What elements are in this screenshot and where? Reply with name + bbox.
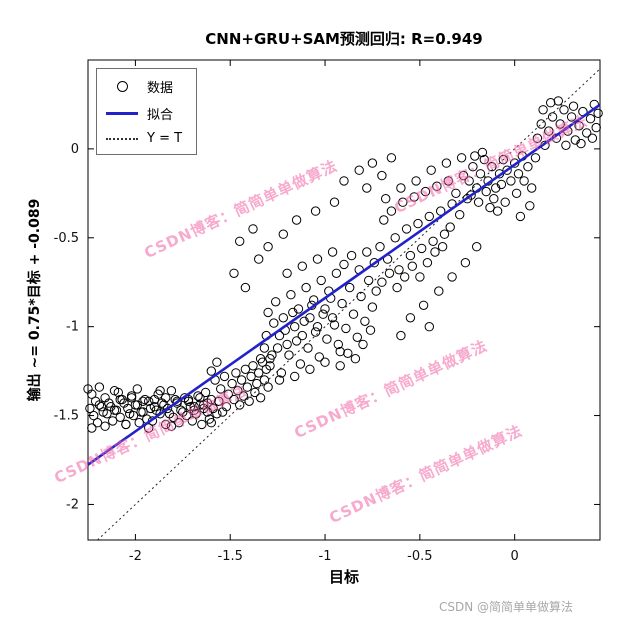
x-axis-label: 目标 xyxy=(328,568,359,586)
y-axis-label: 输出 ~= 0.75*目标 + -0.089 xyxy=(27,198,43,402)
legend-label-identity: Y = T xyxy=(147,131,183,146)
legend-item-data: 数据 xyxy=(106,77,182,96)
svg-text:-1: -1 xyxy=(319,549,332,564)
svg-text:-1.5: -1.5 xyxy=(54,409,79,424)
svg-text:0: 0 xyxy=(511,549,519,564)
legend-label-fit: 拟合 xyxy=(147,108,174,123)
csdn-credit: CSDN @简简单单做算法 xyxy=(438,600,573,614)
axes-box xyxy=(87,59,601,541)
axis-ticks xyxy=(88,60,600,540)
legend-marker-cell xyxy=(106,112,138,115)
legend: 数据 拟合 Y = T xyxy=(96,68,198,155)
legend-marker-cell xyxy=(106,81,138,92)
legend-label-data: 数据 xyxy=(147,81,174,96)
chart-title: CNN+GRU+SAM预测回归: R=0.949 xyxy=(205,30,483,48)
data-points xyxy=(83,96,603,433)
svg-text:-1: -1 xyxy=(66,320,79,335)
identity-line-sample-icon xyxy=(106,137,138,140)
legend-marker-cell xyxy=(106,137,138,140)
svg-text:-2: -2 xyxy=(129,549,142,564)
fit-line-sample-icon xyxy=(106,112,138,115)
circle-marker-icon xyxy=(116,81,128,92)
legend-item-identity: Y = T xyxy=(106,131,182,146)
svg-text:-0.5: -0.5 xyxy=(54,231,79,246)
svg-text:-2: -2 xyxy=(66,497,79,512)
tick-labels: -2 -1.5 -1 -0.5 0 0 -0.5 -1 -1.5 -2 xyxy=(54,142,519,564)
legend-item-fit: 拟合 xyxy=(106,104,182,123)
svg-text:0: 0 xyxy=(71,142,79,157)
fit-line xyxy=(87,103,601,466)
svg-text:-0.5: -0.5 xyxy=(407,549,432,564)
svg-text:-1.5: -1.5 xyxy=(218,549,243,564)
